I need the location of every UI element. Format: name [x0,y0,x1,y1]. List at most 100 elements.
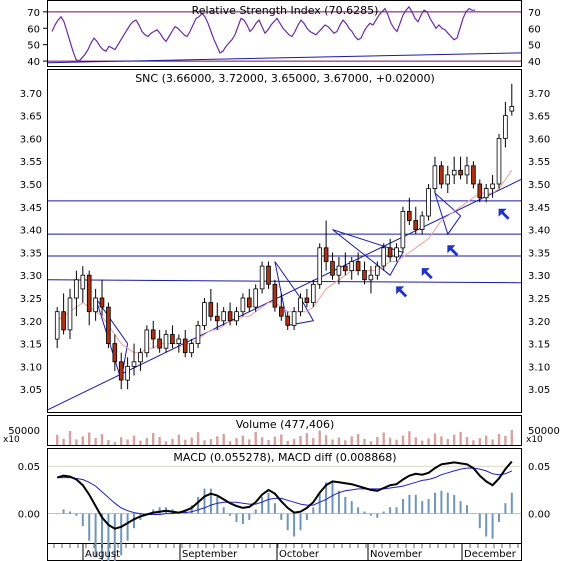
volume-bar [171,438,174,446]
candle-body [150,329,156,340]
macd-histogram-bar [395,507,398,514]
price-layer: 3.05 3.05 3.10 3.10 3.15 3.15 3.20 3.20 3.25 3.25… [20,83,550,411]
macd-histogram-bar [254,509,257,514]
volume-bar [177,434,181,445]
price-tick-label-left: 3.55 [20,157,42,168]
macd-histogram-bar [107,513,110,561]
macd-histogram-bar [216,496,219,514]
macd-layer: 0.00 0.00 0.05 0.05 [18,460,550,561]
macd-histogram-bar [88,513,91,541]
candle-body [54,311,60,340]
candle-body [490,183,495,189]
price-tick-label-left: 3.15 [20,340,42,351]
candle-body [214,315,220,322]
rsi-tick-label-left: 50 [27,41,40,52]
candle-body [112,343,118,363]
macd-histogram-bar [62,509,65,514]
candle-body [182,338,188,354]
volume-bar [472,440,475,445]
candle-body [368,274,374,281]
macd-histogram-bar [466,505,468,514]
volume-bar [145,438,148,445]
candle-body [349,261,354,272]
volume-bar [75,439,78,445]
macd-histogram-bar [434,492,436,514]
macd-histogram-bar [267,492,270,514]
rsi-trendline [47,52,522,64]
candle-body [451,169,457,176]
signal-arrow-icon [396,286,408,298]
rsi-tick-label-right: 70 [528,8,541,19]
macd-histogram-bar [408,494,411,514]
volume-bar [344,440,347,445]
macd-histogram-bar [478,513,481,529]
candle-body [394,247,399,258]
macd-histogram-bar [203,488,206,514]
volume-bar [190,437,193,445]
candle-body [362,270,367,281]
volume-bar [440,436,443,446]
candle-body [496,137,502,185]
candle-body [336,265,342,276]
volume-bar [465,436,469,445]
macd-tick-label-left: 0.05 [18,462,40,473]
candle-body [202,302,207,326]
macd-histogram-bar [453,494,456,514]
volume-bar [209,439,213,445]
price-tick-label-left: 3.20 [20,317,42,328]
volume-bar [363,438,366,446]
macd-histogram-bar [414,494,417,514]
price-panel-frame [47,69,522,413]
volume-bar [113,441,116,445]
candle-body [106,306,111,345]
month-label: December [464,549,517,560]
macd-histogram-bar [69,511,71,514]
candle-body [413,220,418,231]
macd-histogram-bar [197,496,200,514]
macd-histogram-bar [402,499,404,514]
volume-bar [100,434,104,445]
volume-bar [305,433,309,445]
volume-bar [152,433,155,445]
macd-histogram-bar [81,513,84,527]
volume-title: Volume (477,406) [236,418,334,431]
candle-body [99,297,105,308]
price-tick-label-right: 3.70 [528,89,550,100]
volume-bar [164,441,168,446]
macd-histogram-bar [459,501,462,514]
macd-histogram-bar [350,501,353,514]
volume-bar [203,440,206,445]
volume-bar [235,438,238,445]
candle-body [67,297,73,331]
macd-histogram-bar [318,492,321,514]
macd-histogram-bar [382,511,385,514]
candle-body [381,247,386,267]
month-label: August [85,549,120,560]
candle-body [464,165,470,176]
candle-body [342,265,348,272]
candle-body [509,106,515,112]
volume-bar [241,435,245,445]
volume-bar [254,431,257,445]
macd-histogram-bar [126,513,129,541]
volume-bar [408,431,411,446]
rsi-line [51,5,475,62]
price-tick-label-left: 3.25 [20,294,42,305]
candle-body [266,265,271,285]
candle-body [503,115,508,139]
macd-histogram-bar [504,503,507,514]
rsi-tick-label-left: 70 [27,8,40,19]
rsi-tick-label-right: 60 [528,24,541,35]
volume-bar [382,432,385,445]
candle-body [477,183,483,199]
macd-histogram-bar [152,509,155,514]
month-label: September [182,549,238,560]
candle-body [310,283,316,303]
macd-histogram-bar [325,482,328,514]
candle-body [189,343,194,354]
volume-bar [485,435,488,445]
rsi-tick-label-right: 40 [528,57,541,68]
price-tick-label-right: 3.30 [528,271,550,282]
candle-body [298,297,303,313]
